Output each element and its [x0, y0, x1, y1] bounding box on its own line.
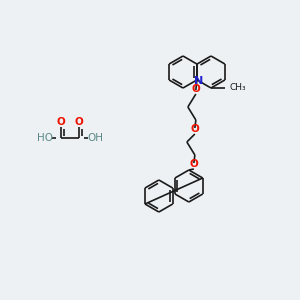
Text: CH₃: CH₃ [230, 83, 247, 92]
Text: O: O [190, 159, 198, 169]
Text: O: O [75, 117, 83, 127]
Text: O: O [191, 84, 200, 94]
Text: O: O [57, 117, 65, 127]
Text: O: O [190, 124, 199, 134]
Text: N: N [194, 76, 203, 86]
Text: OH: OH [87, 133, 103, 143]
Text: HO: HO [37, 133, 53, 143]
